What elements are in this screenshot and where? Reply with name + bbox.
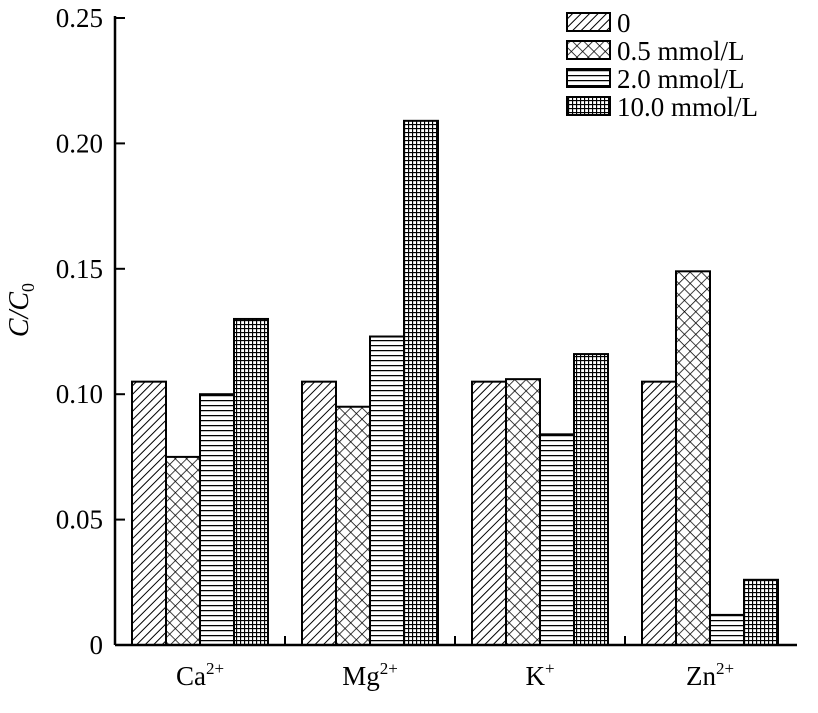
bar <box>131 380 167 646</box>
legend-label: 2.0 mmol/L <box>617 64 745 94</box>
y-tick-label: 0 <box>90 630 104 660</box>
legend-label: 0 <box>617 8 631 38</box>
bar <box>233 317 269 646</box>
x-tick-label: K+ <box>525 659 554 691</box>
x-tick-label: Zn2+ <box>686 659 734 691</box>
bar <box>403 119 439 646</box>
bar <box>199 393 235 647</box>
bar <box>335 405 371 646</box>
legend-swatch <box>566 96 611 116</box>
bar <box>165 455 201 646</box>
bar <box>743 578 779 646</box>
y-tick-label: 0.10 <box>56 379 103 409</box>
y-tick-label: 0.25 <box>56 3 103 33</box>
bar <box>675 270 711 646</box>
y-tick-label: 0.20 <box>56 128 103 158</box>
bar <box>539 433 575 646</box>
bar <box>709 613 745 646</box>
legend-label: 0.5 mmol/L <box>617 36 745 66</box>
legend-swatch <box>566 68 611 88</box>
x-tick-label: Mg2+ <box>342 659 398 691</box>
x-tick-label: Ca2+ <box>176 659 224 691</box>
bar <box>471 380 507 646</box>
bar <box>301 380 337 646</box>
bar <box>641 380 677 646</box>
legend-swatch <box>566 40 611 60</box>
legend-label: 10.0 mmol/L <box>617 92 758 122</box>
bar <box>505 378 541 646</box>
bar <box>573 353 609 646</box>
y-tick-label: 0.05 <box>56 505 103 535</box>
legend-swatch <box>566 12 611 32</box>
y-tick-label: 0.15 <box>56 254 103 284</box>
bar <box>369 335 405 646</box>
y-axis-label: C/C0 <box>4 283 38 337</box>
